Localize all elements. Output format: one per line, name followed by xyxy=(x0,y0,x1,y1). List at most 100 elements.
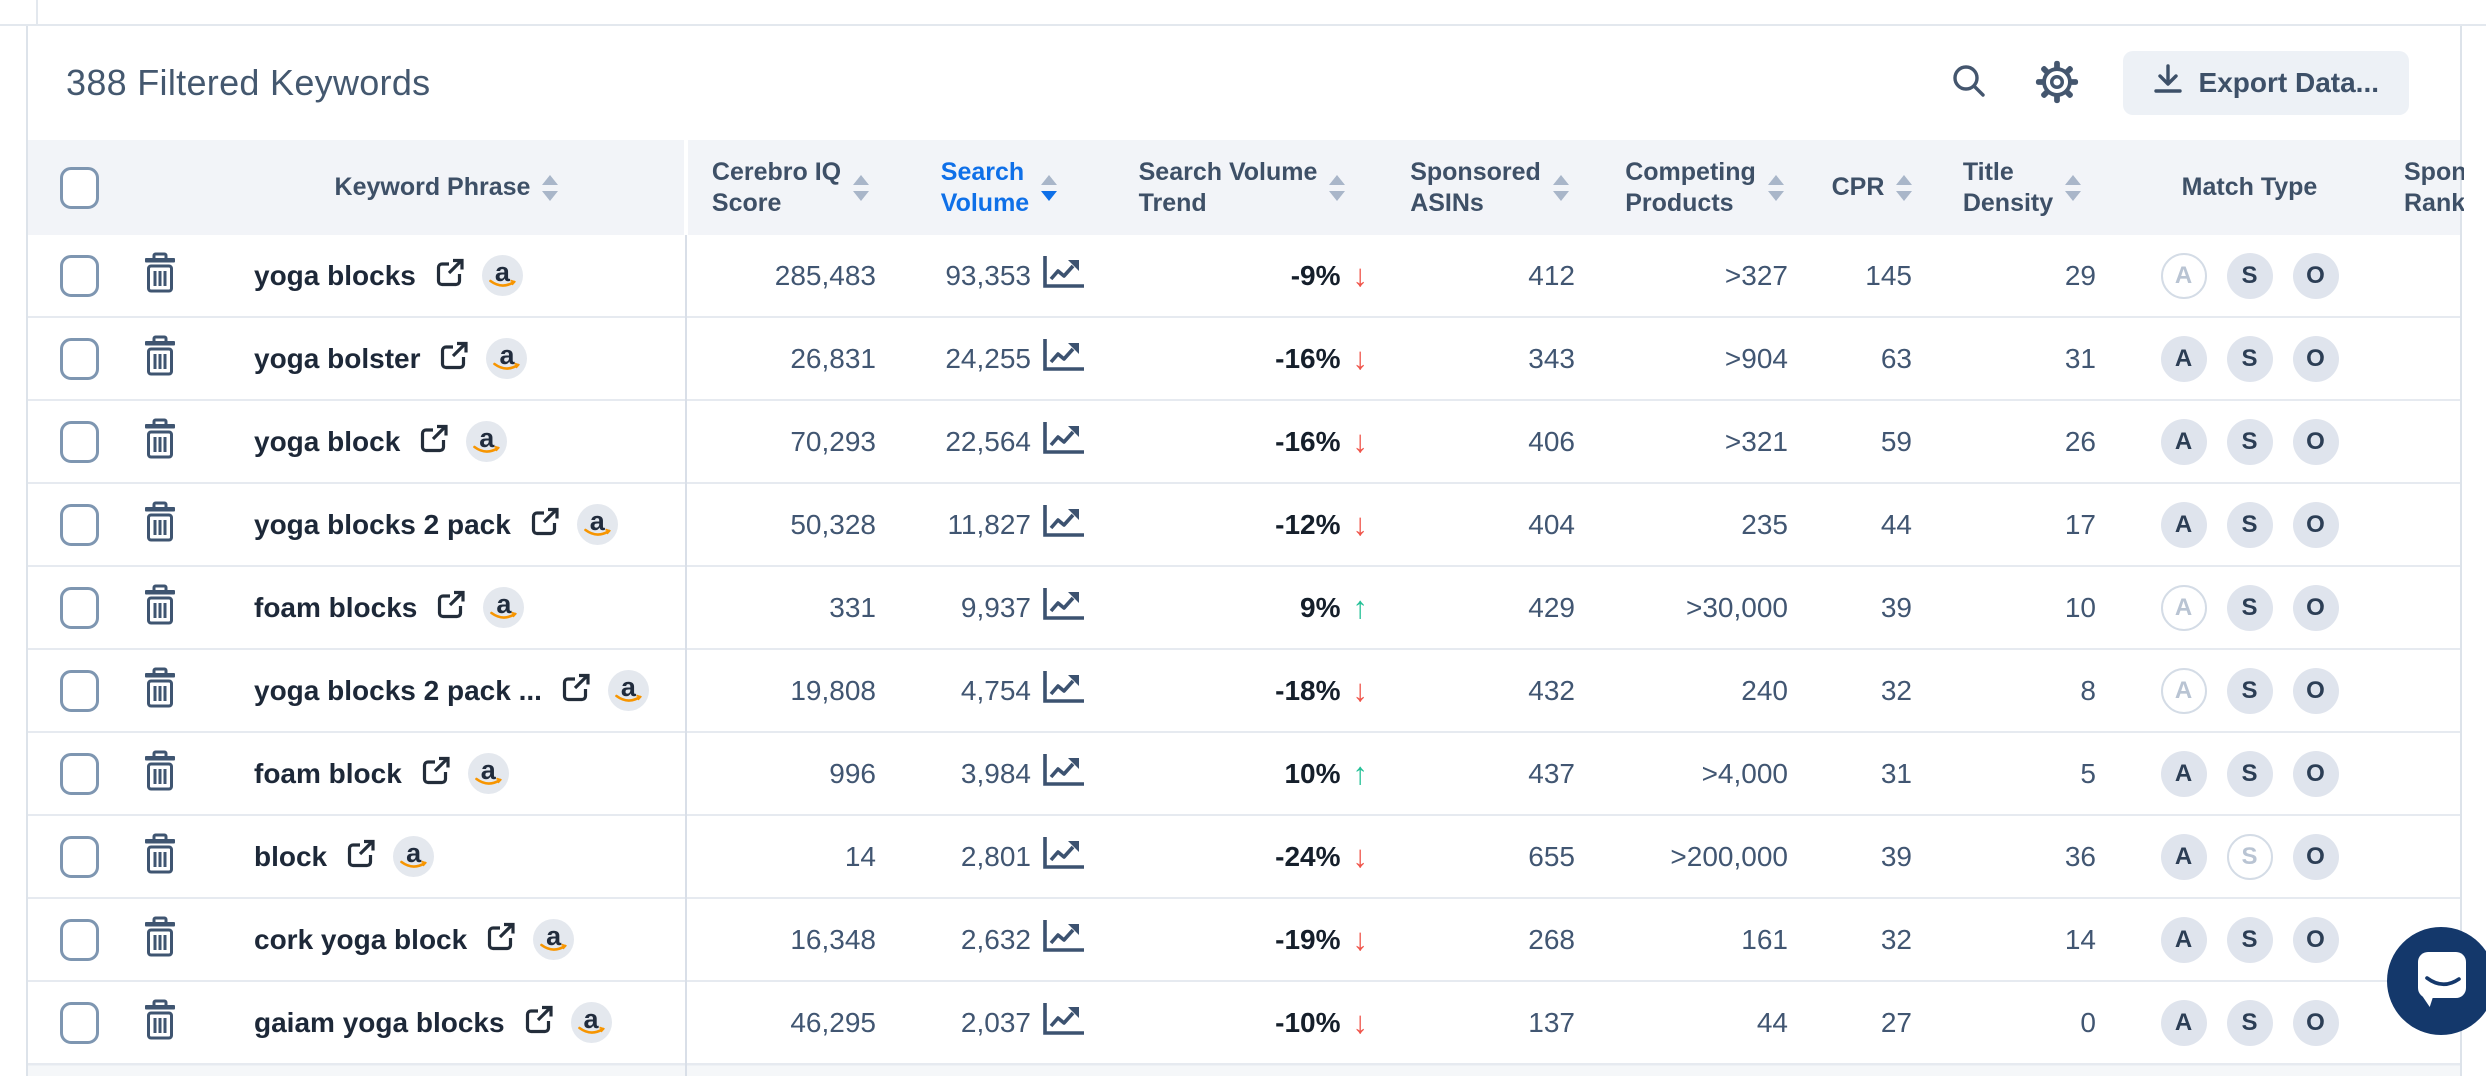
trend-chart-icon[interactable] xyxy=(1041,584,1087,632)
header-cell-cpr[interactable]: CPR xyxy=(1812,140,1932,235)
row-checkbox[interactable] xyxy=(60,420,99,463)
external-link-icon[interactable] xyxy=(527,505,561,544)
match-badge-o[interactable]: O xyxy=(2292,335,2339,382)
sort-icon-active-desc[interactable] xyxy=(1041,174,1058,201)
match-badge-s[interactable]: S xyxy=(2226,667,2273,714)
match-badge-a[interactable]: A xyxy=(2160,335,2207,382)
trash-icon[interactable] xyxy=(141,666,179,715)
trend-chart-icon[interactable] xyxy=(1041,999,1087,1047)
amazon-icon[interactable]: a xyxy=(467,753,509,794)
match-badge-s[interactable]: S xyxy=(2226,916,2273,963)
match-badge-s[interactable]: S xyxy=(2226,750,2273,797)
sort-icon[interactable] xyxy=(542,174,559,201)
select-all-checkbox[interactable] xyxy=(60,166,99,209)
external-link-icon[interactable] xyxy=(418,754,452,793)
match-badge-o[interactable]: O xyxy=(2292,418,2339,465)
match-badge-o[interactable]: O xyxy=(2292,501,2339,548)
row-checkbox[interactable] xyxy=(60,1001,99,1044)
header-cell-competing-products[interactable]: Competing Products xyxy=(1597,140,1812,235)
match-badge-o[interactable]: O xyxy=(2292,252,2339,299)
row-checkbox[interactable] xyxy=(60,254,99,297)
trash-icon[interactable] xyxy=(141,251,179,300)
match-badge-o[interactable]: O xyxy=(2292,667,2339,714)
row-checkbox[interactable] xyxy=(60,669,99,712)
match-badge-s[interactable]: S xyxy=(2226,418,2273,465)
row-checkbox[interactable] xyxy=(60,503,99,546)
trend-chart-icon[interactable] xyxy=(1041,750,1087,798)
row-checkbox[interactable] xyxy=(60,337,99,380)
amazon-icon[interactable]: a xyxy=(466,421,508,462)
external-link-icon[interactable] xyxy=(433,588,467,627)
trend-chart-icon[interactable] xyxy=(1041,833,1087,881)
match-badge-a[interactable]: A xyxy=(2160,418,2207,465)
row-checkbox[interactable] xyxy=(60,835,99,878)
match-badge-a[interactable]: A xyxy=(2160,501,2207,548)
amazon-icon[interactable]: a xyxy=(570,1002,612,1043)
match-badge-o[interactable]: O xyxy=(2292,584,2339,631)
trend-chart-icon[interactable] xyxy=(1041,418,1087,466)
trash-icon[interactable] xyxy=(141,334,179,383)
trash-icon[interactable] xyxy=(141,832,179,881)
amazon-icon[interactable]: a xyxy=(486,338,528,379)
search-button[interactable] xyxy=(1947,61,1991,105)
external-link-icon[interactable] xyxy=(483,920,517,959)
sort-icon[interactable] xyxy=(853,174,870,201)
external-link-icon[interactable] xyxy=(343,837,377,876)
match-badge-a[interactable]: A xyxy=(2160,833,2207,880)
trash-icon[interactable] xyxy=(141,583,179,632)
row-checkbox[interactable] xyxy=(60,752,99,795)
match-badge-s[interactable]: S xyxy=(2226,501,2273,548)
match-badge-s[interactable]: S xyxy=(2226,335,2273,382)
trash-icon[interactable] xyxy=(141,915,179,964)
external-link-icon[interactable] xyxy=(521,1003,555,1042)
external-link-icon[interactable] xyxy=(416,422,450,461)
settings-button[interactable] xyxy=(2035,60,2079,105)
external-link-icon[interactable] xyxy=(558,671,592,710)
row-checkbox[interactable] xyxy=(60,918,99,961)
amazon-icon[interactable]: a xyxy=(607,670,649,711)
external-link-icon[interactable] xyxy=(436,339,470,378)
export-data-button[interactable]: Export Data... xyxy=(2122,51,2409,115)
match-badge-a[interactable]: A xyxy=(2160,750,2207,797)
sort-icon[interactable] xyxy=(2065,174,2082,201)
match-badge-a[interactable]: A xyxy=(2160,999,2207,1046)
header-cell-search-volume-trend[interactable]: Search Volume Trend xyxy=(1102,140,1382,235)
trend-chart-icon[interactable] xyxy=(1041,667,1087,715)
match-badge-a[interactable]: A xyxy=(2160,916,2207,963)
header-cell-cerebro-iq-score[interactable]: Cerebro IQ Score xyxy=(685,140,896,235)
sort-icon[interactable] xyxy=(1767,174,1784,201)
amazon-icon[interactable]: a xyxy=(481,255,523,296)
match-badge-a[interactable]: A xyxy=(2160,667,2207,714)
external-link-icon[interactable] xyxy=(432,256,466,295)
match-badge-s[interactable]: S xyxy=(2226,833,2273,880)
amazon-icon[interactable]: a xyxy=(576,504,618,545)
sort-icon[interactable] xyxy=(1552,174,1569,201)
match-badge-s[interactable]: S xyxy=(2226,584,2273,631)
match-badge-o[interactable]: O xyxy=(2292,833,2339,880)
header-cell-sponsored-asins[interactable]: Sponsored ASINs xyxy=(1382,140,1597,235)
amazon-icon[interactable]: a xyxy=(393,836,435,877)
match-badge-o[interactable]: O xyxy=(2292,999,2339,1046)
sort-icon[interactable] xyxy=(1896,174,1913,201)
match-badge-a[interactable]: A xyxy=(2160,584,2207,631)
chat-launcher-button[interactable] xyxy=(2387,927,2486,1035)
sort-icon[interactable] xyxy=(1329,174,1346,201)
match-badge-s[interactable]: S xyxy=(2226,252,2273,299)
header-cell-title-density[interactable]: Title Density xyxy=(1932,140,2112,235)
match-badge-s[interactable]: S xyxy=(2226,999,2273,1046)
header-cell-keyword-phrase[interactable]: Keyword Phrase xyxy=(208,140,685,235)
amazon-icon[interactable]: a xyxy=(483,587,525,628)
row-checkbox[interactable] xyxy=(60,586,99,629)
trash-icon[interactable] xyxy=(141,998,179,1047)
trend-chart-icon[interactable] xyxy=(1041,501,1087,549)
trash-icon[interactable] xyxy=(141,500,179,549)
amazon-icon[interactable]: a xyxy=(533,919,575,960)
trash-icon[interactable] xyxy=(141,749,179,798)
match-badge-o[interactable]: O xyxy=(2292,750,2339,797)
trend-chart-icon[interactable] xyxy=(1041,916,1087,964)
trend-chart-icon[interactable] xyxy=(1041,252,1087,300)
header-cell-search-volume[interactable]: Search Volume xyxy=(896,140,1102,235)
match-badge-a[interactable]: A xyxy=(2160,252,2207,299)
trend-chart-icon[interactable] xyxy=(1041,335,1087,383)
match-badge-o[interactable]: O xyxy=(2292,916,2339,963)
